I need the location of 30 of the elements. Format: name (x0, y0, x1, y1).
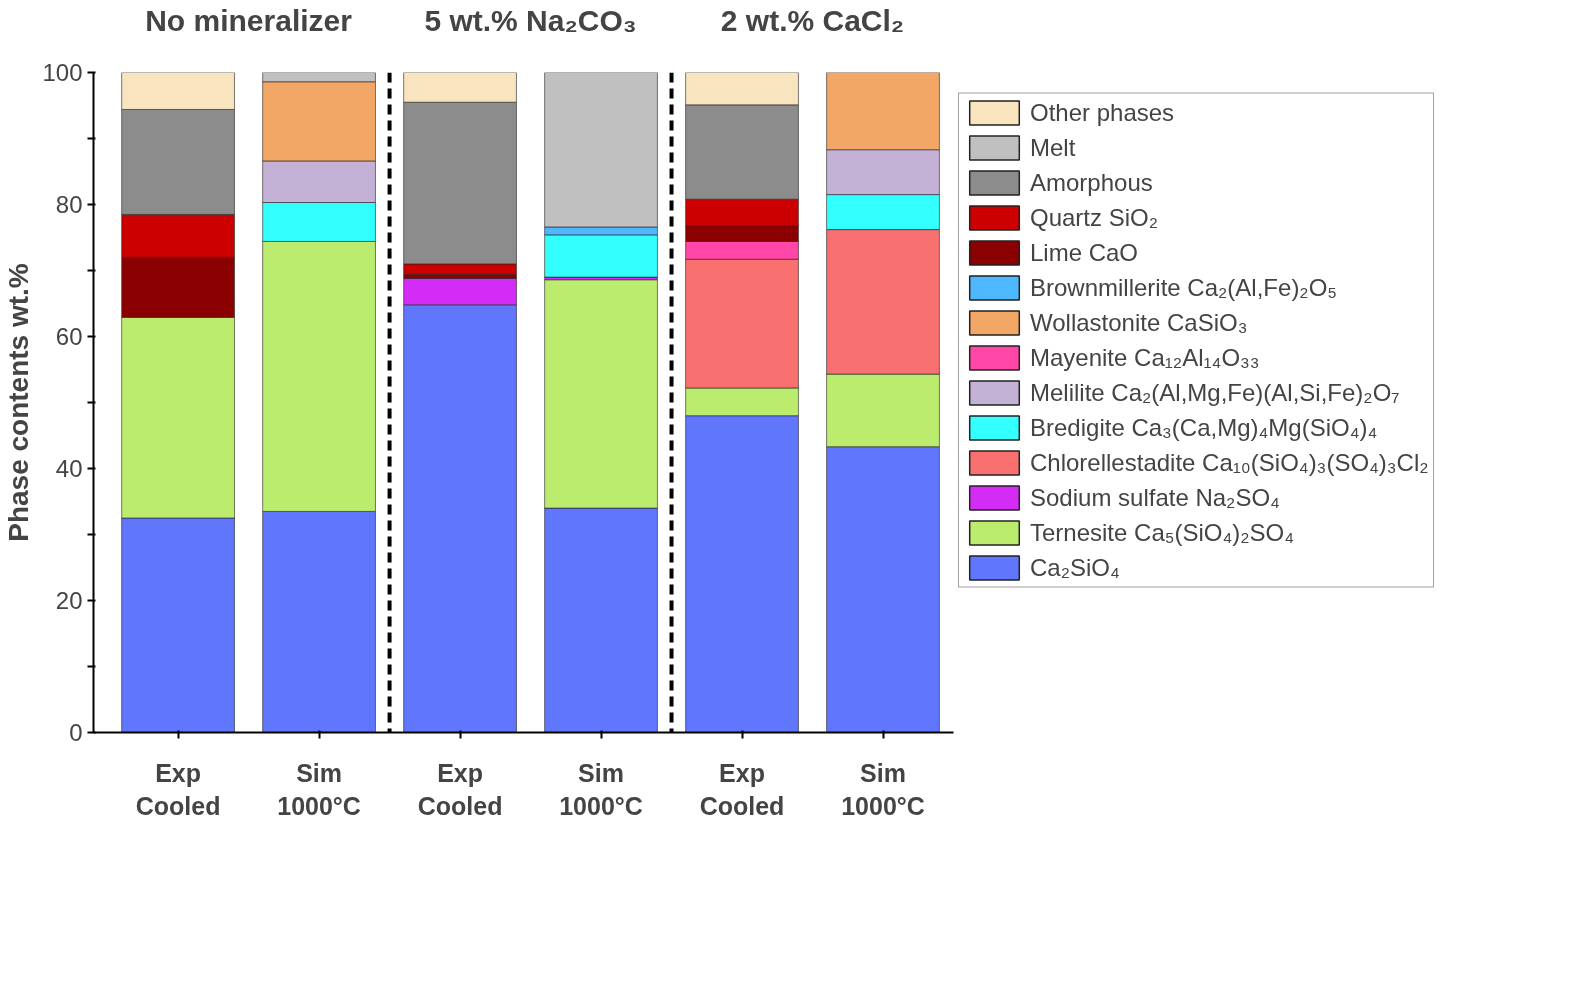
x-tick-label: Sim 1000°C (559, 758, 643, 821)
legend-label: Bredigite Ca₃(Ca,Mg)₄Mg(SiO₄)₄ (1030, 413, 1378, 442)
legend-label: Wollastonite CaSiO₃ (1030, 308, 1248, 337)
text: 2 wt.% CaCl₂ (720, 3, 905, 37)
legend-label: Brownmillerite Ca₂(Al,Fe)₂O₅ (1030, 273, 1338, 302)
x-tick-label: Sim 1000°C (841, 758, 925, 821)
legend-label: Ca₂SiO₄ (1030, 553, 1120, 582)
y-axis-title: Phase contents wt.% (3, 263, 35, 542)
y-tick-label: 40 (55, 455, 83, 482)
x-tick-label: Exp Cooled (699, 758, 785, 821)
legend-label: Sodium sulfate Na₂SO₄ (1030, 483, 1280, 512)
text: No mineralizer (145, 3, 353, 37)
y-tick-label: 80 (55, 191, 83, 218)
y-tick-label: 60 (55, 323, 83, 350)
legend-label: Melilite Ca₂(Al,Mg,Fe)(Al,Si,Fe)₂O₇ (1030, 378, 1400, 407)
x-tick-label: Sim 1000°C (277, 758, 361, 821)
x-tick-label: Exp Cooled (417, 758, 503, 821)
legend-label: Ternesite Ca₅(SiO₄)₂SO₄ (1030, 518, 1294, 547)
legend-label: Chlorellestadite Ca₁₀(SiO₄)₃(SO₄)₃Cl₂ (1030, 448, 1429, 477)
legend-label: Other phases (1030, 98, 1175, 127)
legend-label: Melt (1030, 133, 1076, 162)
y-tick-label: 100 (42, 59, 83, 86)
legend-label: Lime CaO (1030, 238, 1139, 267)
legend-label: Mayenite Ca₁₂Al₁₄O₃₃ (1030, 343, 1260, 372)
y-tick-label: 20 (55, 587, 83, 614)
text: 5 wt.% Na₂CO₃ (424, 3, 637, 37)
y-tick-label: 0 (69, 719, 83, 746)
legend-label: Quartz SiO₂ (1030, 203, 1159, 232)
legend-label: Amorphous (1030, 168, 1153, 197)
x-tick-label: Exp Cooled (135, 758, 221, 821)
